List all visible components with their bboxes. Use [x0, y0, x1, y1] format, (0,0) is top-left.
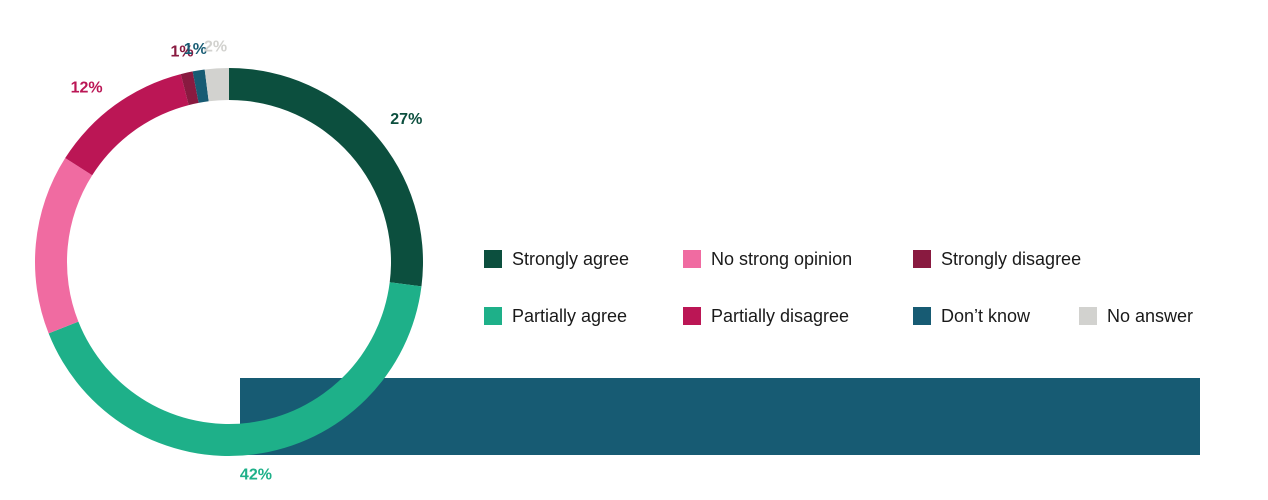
slice-partially-agree — [48, 282, 422, 456]
data-label-dont-know: 1% — [184, 41, 207, 58]
slice-strongly-disagree — [180, 71, 199, 106]
legend-swatch — [484, 250, 502, 268]
data-label-strongly-agree: 27% — [390, 111, 422, 128]
legend-label: Partially disagree — [711, 305, 850, 326]
slice-no-answer — [204, 68, 229, 102]
slice-partially-disagree — [65, 74, 189, 176]
legend-item-no-answer: No answer — [1079, 305, 1193, 327]
data-label-no-answer: 2% — [204, 39, 227, 56]
legend-item-dont-know: Don’t know — [913, 305, 1030, 327]
legend-swatch — [913, 307, 931, 325]
legend-item-no-strong-opinion: No strong opinion — [683, 248, 852, 270]
legend-label: No strong opinion — [711, 248, 853, 269]
legend-label: Strongly disagree — [941, 248, 1082, 269]
decorative-band — [240, 378, 1200, 455]
legend-label: Don’t know — [941, 305, 1031, 326]
legend-label: Partially agree — [512, 305, 628, 326]
legend-label: No answer — [1107, 305, 1194, 326]
legend-swatch — [913, 250, 931, 268]
legend-item-partially-agree: Partially agree — [484, 305, 627, 327]
legend-item-partially-disagree: Partially disagree — [683, 305, 849, 327]
data-label-partially-disagree: 12% — [71, 79, 103, 96]
slice-strongly-agree — [229, 68, 423, 287]
legend-swatch — [683, 307, 701, 325]
legend-label: Strongly agree — [512, 248, 630, 269]
legend-item-strongly-agree: Strongly agree — [484, 248, 629, 270]
legend-item-strongly-disagree: Strongly disagree — [913, 248, 1081, 270]
legend-swatch — [683, 250, 701, 268]
legend-swatch — [1079, 307, 1097, 325]
slice-dont-know — [192, 69, 209, 103]
data-label-partially-agree: 42% — [240, 467, 272, 484]
slice-no-strong-opinion — [34, 158, 93, 334]
legend-swatch — [484, 307, 502, 325]
data-label-strongly-disagree: 1% — [171, 43, 194, 60]
